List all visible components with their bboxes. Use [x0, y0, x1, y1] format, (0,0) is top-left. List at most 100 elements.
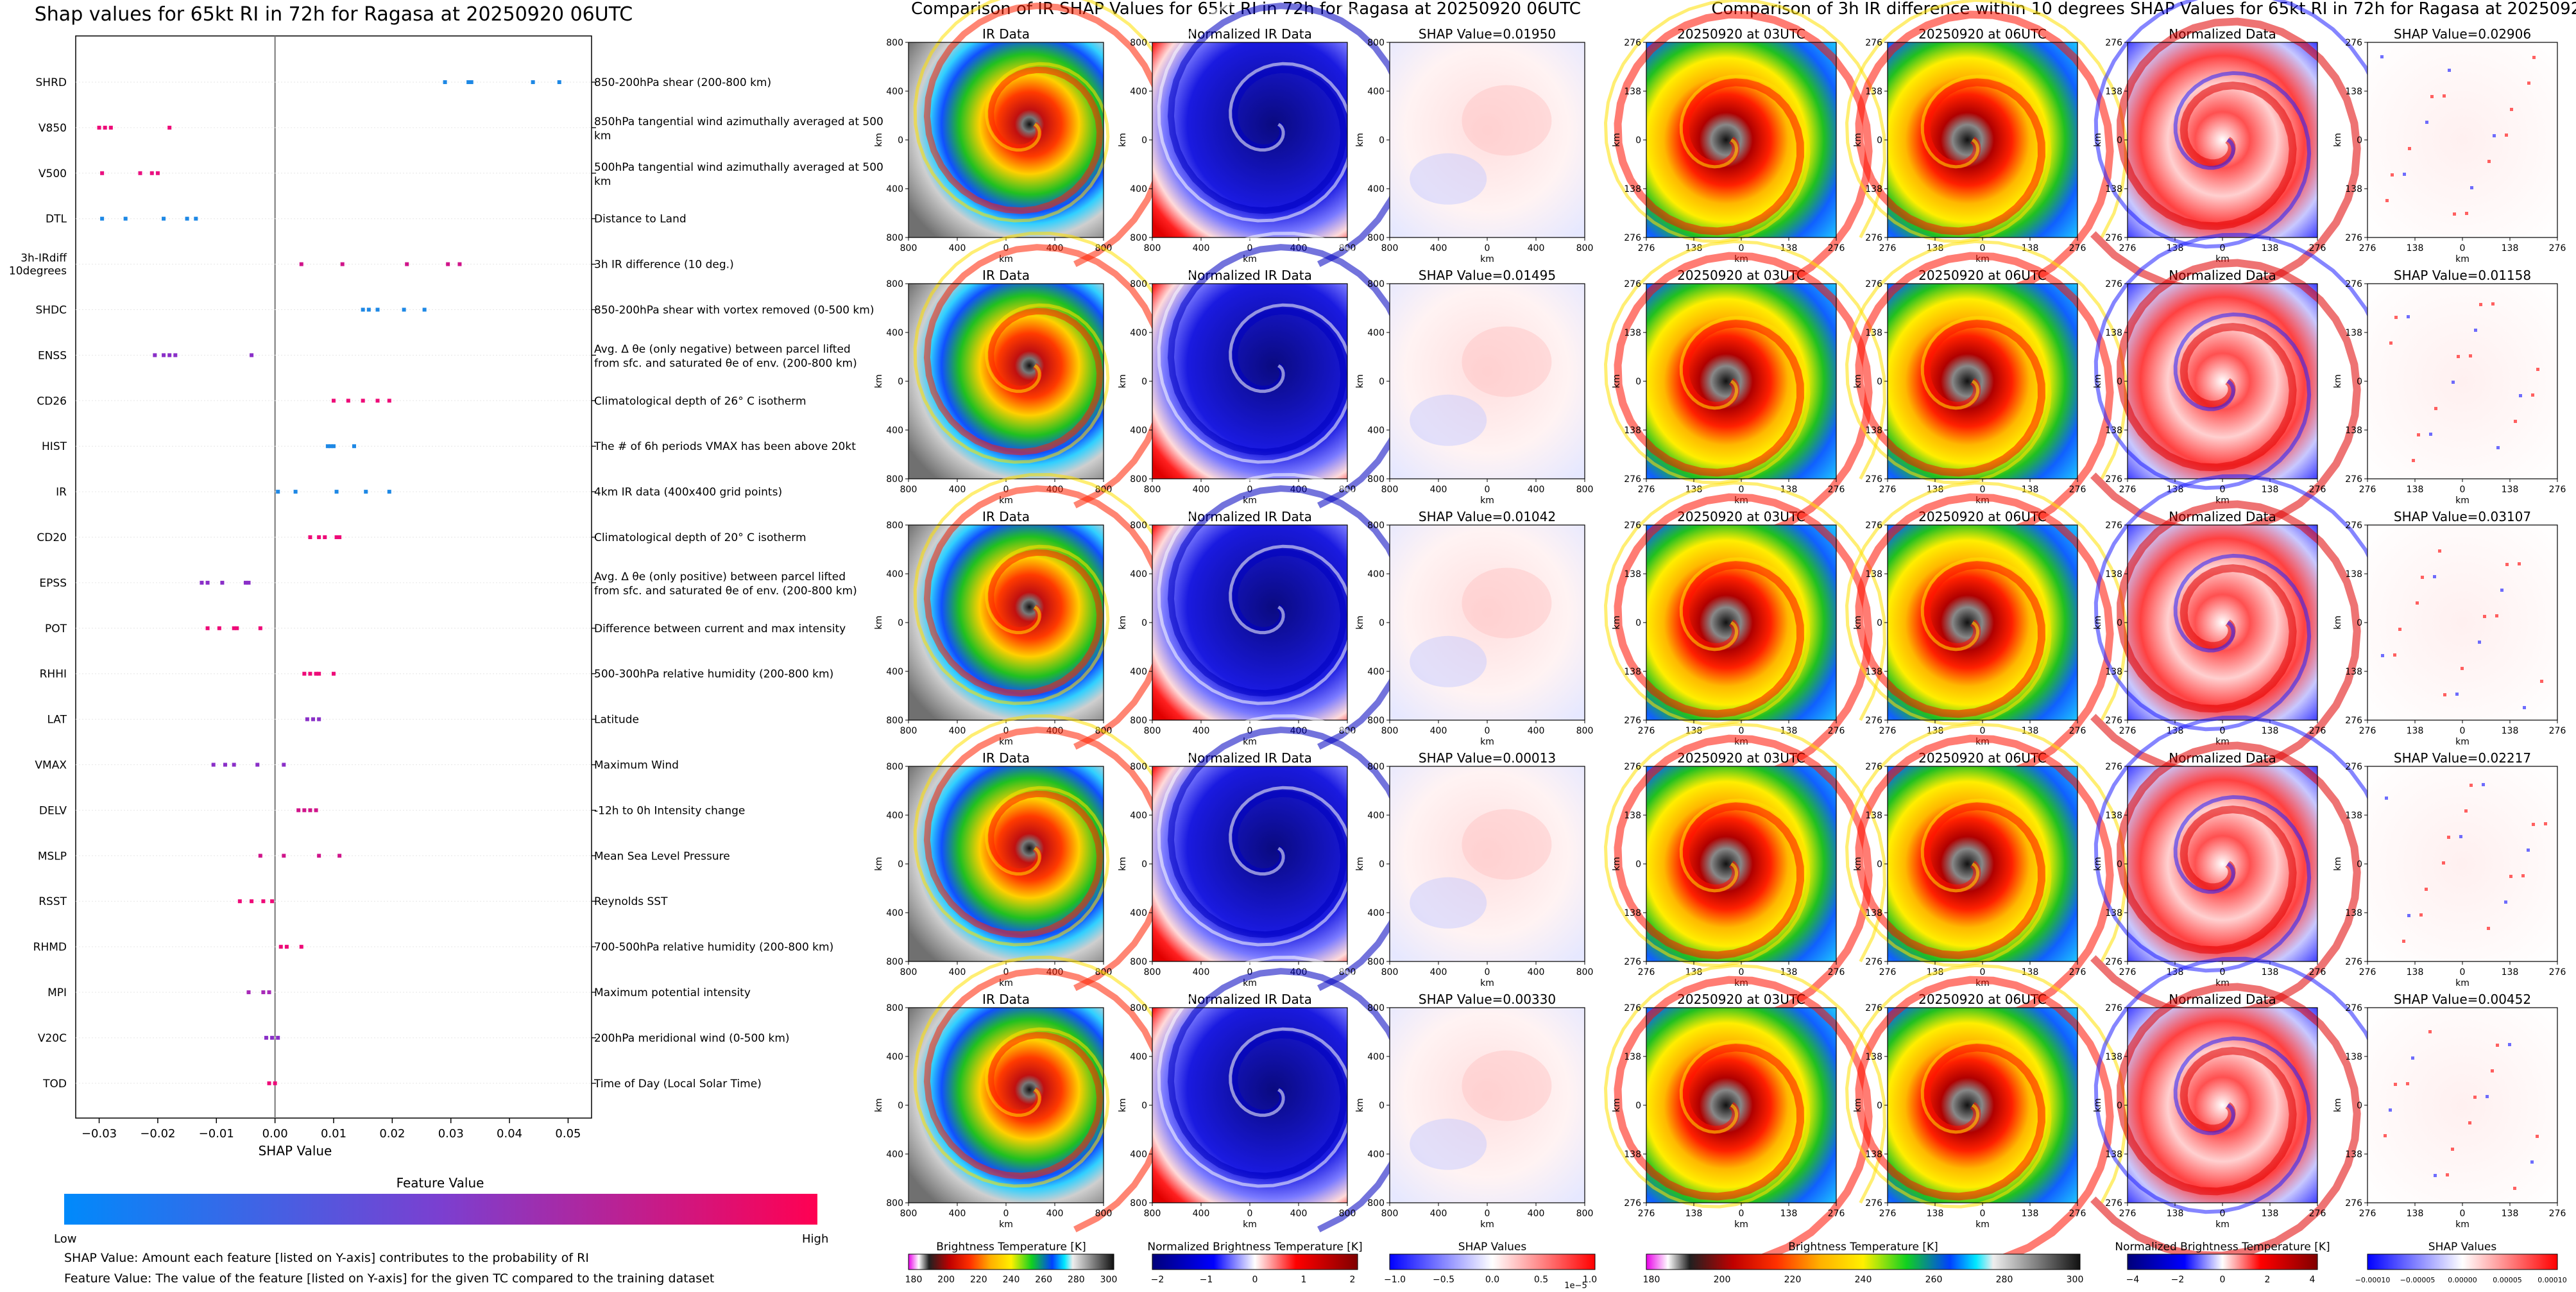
shap-point	[422, 307, 427, 312]
y-tick-label: 800	[1130, 1003, 1147, 1013]
y-tick-label: 800	[1130, 474, 1147, 485]
y-axis-label: km	[1118, 133, 1128, 147]
shap-speck	[2389, 341, 2393, 345]
y-tick-label: 276	[1865, 716, 1882, 726]
panel-title: IR Data	[982, 26, 1030, 42]
y-axis-label: km	[1355, 1098, 1365, 1112]
feature-label: V850	[38, 122, 67, 135]
y-axis-label: km	[2333, 1098, 2343, 1112]
x-tick-label: 800	[1576, 726, 1594, 736]
shap-point	[317, 717, 321, 721]
panel-title: 20250920 at 06UTC	[1918, 268, 2047, 283]
x-tick-label: 0	[1485, 243, 1490, 254]
spiral-band	[2090, 259, 2361, 536]
spiral-band	[1167, 968, 1412, 1233]
shap-point	[299, 945, 303, 949]
shap-speck	[2491, 1069, 2494, 1072]
spiral-band	[913, 955, 1182, 1188]
y-tick-label: 0	[2357, 135, 2362, 146]
spiral-band	[1845, 481, 2128, 726]
shap-point	[246, 580, 251, 585]
x-tick-label: 400	[949, 243, 966, 254]
y-tick-label: 0	[1635, 1101, 1641, 1111]
y-axis-label: km	[2333, 616, 2343, 630]
y-tick-label: 276	[2105, 716, 2122, 726]
y-tick-label: 800	[1367, 957, 1385, 967]
y-tick-label: 138	[2345, 667, 2362, 677]
y-tick-label: 400	[1367, 426, 1385, 436]
y-tick-label: 0	[2117, 618, 2122, 628]
feature-label: V20C	[38, 1032, 67, 1045]
x-tick-label: 138	[2262, 485, 2279, 495]
spiral-band	[913, 714, 1182, 947]
feature-description: Avg. Δ θe (only negative) between parcel…	[594, 343, 857, 370]
shap-speck	[2417, 433, 2420, 436]
spiral-band	[1603, 239, 1886, 485]
shap-blob	[1410, 394, 1487, 446]
x-tick-label: 276	[1638, 485, 1655, 495]
x-tick-label: 800	[1144, 243, 1161, 254]
y-axis-label: km	[874, 857, 884, 871]
x-tick-label: 800	[900, 485, 917, 495]
y-tick-label: 138	[2345, 1150, 2362, 1160]
shap-speck	[2434, 407, 2437, 410]
y-tick-label: 800	[886, 474, 903, 485]
x-axis-label: km	[999, 1219, 1013, 1230]
shap-speck	[2411, 1056, 2414, 1060]
x-tick-label: 0	[2220, 243, 2226, 254]
x-tick-label: 138	[2407, 1209, 2424, 1219]
shap-speck	[2505, 563, 2509, 566]
feature-label: CD26	[37, 395, 67, 408]
y-tick-label: 276	[2345, 279, 2362, 289]
feature-description: 700-500hPa relative humidity (200-800 km…	[594, 941, 833, 954]
y-tick-label: 138	[1624, 328, 1641, 338]
shap-speck	[2504, 900, 2507, 904]
x-tick-label: 0	[2220, 967, 2226, 978]
y-tick-label: 400	[886, 184, 903, 194]
y-tick-label: 800	[886, 716, 903, 726]
feature-label: V500	[38, 168, 67, 180]
shap-point	[375, 399, 380, 403]
x-tick-label: 400	[1193, 1209, 1210, 1219]
shap-point	[258, 854, 262, 858]
feature-label: MPI	[47, 986, 67, 999]
x-tick-label: 276	[2549, 1209, 2566, 1219]
colorbar-low-label: Low	[54, 1232, 76, 1246]
y-axis-label: km	[1355, 374, 1365, 388]
y-tick-label: 800	[1367, 521, 1385, 531]
y-tick-label: 0	[1379, 859, 1385, 870]
x-tick-label: 276	[2359, 243, 2376, 254]
shap-point	[308, 671, 312, 676]
colorbar-tick: 300	[2067, 1275, 2084, 1285]
x-tick-label: 0	[1739, 243, 1744, 254]
x-tick-label: 0	[1739, 726, 1744, 736]
shap-speck	[2408, 147, 2411, 150]
colorbar	[2127, 1253, 2318, 1270]
colorbar-label: SHAP Values	[1458, 1241, 1527, 1253]
shap-speck	[2523, 706, 2526, 709]
y-tick-label: 138	[2345, 87, 2362, 97]
y-tick-label: 0	[1141, 859, 1147, 870]
y-tick-label: 0	[898, 618, 903, 628]
shap-point	[100, 216, 105, 221]
x-tick-label: 400	[1193, 485, 1210, 495]
ir-diff-comparison-title: Comparison of 3h IR difference within 10…	[1711, 0, 2576, 19]
shap-blob	[1462, 1050, 1552, 1121]
colorbar-offset: 1e−5	[1564, 1281, 1587, 1289]
shap-point	[323, 535, 327, 539]
spiral-band	[913, 231, 1182, 464]
y-tick-label: 276	[2105, 38, 2122, 48]
y-tick-label: 138	[1624, 87, 1641, 97]
shap-point	[194, 216, 198, 221]
y-tick-label: 138	[1865, 328, 1882, 338]
shap-title: Shap values for 65kt RI in 72h for Ragas…	[35, 3, 633, 26]
y-tick-label: 0	[1877, 618, 1882, 628]
y-tick-label: 0	[1379, 618, 1385, 628]
x-tick-label: 276	[1879, 485, 1897, 495]
y-tick-label: 800	[1130, 233, 1147, 243]
colorbar-tick: −1	[1200, 1275, 1213, 1285]
y-tick-label: 276	[2105, 279, 2122, 289]
y-tick-label: 400	[1130, 569, 1147, 580]
spiral-band	[2090, 17, 2361, 295]
spiral-band	[1614, 976, 1873, 1269]
